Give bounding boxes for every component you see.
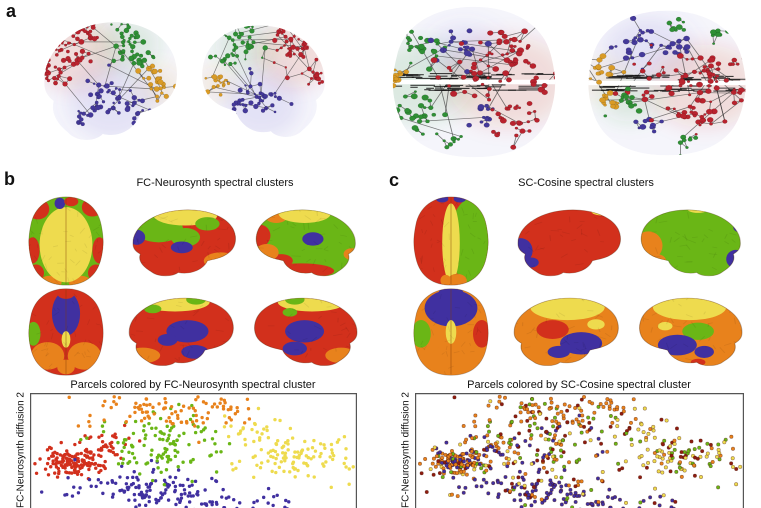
panel-b-title: FC-Neurosynth spectral clusters [136, 177, 294, 189]
network-graph-axial-2 [574, 6, 760, 160]
fc-scatter-ylabel: FC-Neurosynth diffusion 2 [15, 392, 27, 508]
panel-b-label: b [4, 169, 15, 189]
fc-brain-medial-left [118, 290, 242, 376]
sc-scatter-plot [415, 393, 744, 508]
fc-brain-lateral-left [122, 202, 244, 286]
sc-brain-lateral-right [633, 202, 751, 286]
fc-scatter-plot [30, 393, 357, 508]
panel-c-title: SC-Cosine spectral clusters [518, 177, 654, 189]
sc-brain-medial-right [631, 290, 753, 376]
sc-brain-axial-top [407, 194, 495, 288]
fc-brain-axial-top [22, 194, 110, 288]
sc-scatter-ylabel: FC-Neurosynth diffusion 2 [400, 392, 412, 508]
fc-scatter-title: Parcels colored by FC-Neurosynth spectra… [70, 379, 316, 391]
network-graph-lateral-right [192, 12, 338, 154]
sc-brain-lateral-left [507, 202, 629, 286]
sc-brain-axial-bottom [407, 286, 495, 378]
sc-brain-medial-left [503, 290, 627, 376]
fc-brain-axial-bottom [22, 286, 110, 378]
network-graph-axial-1 [378, 2, 570, 162]
fc-brain-medial-right [246, 290, 368, 376]
panel-c-label: c [389, 170, 400, 190]
network-graph-lateral-left [30, 8, 188, 158]
fc-brain-lateral-right [248, 202, 366, 286]
sc-scatter-title: Parcels colored by SC-Cosine spectral cl… [467, 379, 691, 391]
panel-a-label: a [6, 1, 17, 21]
